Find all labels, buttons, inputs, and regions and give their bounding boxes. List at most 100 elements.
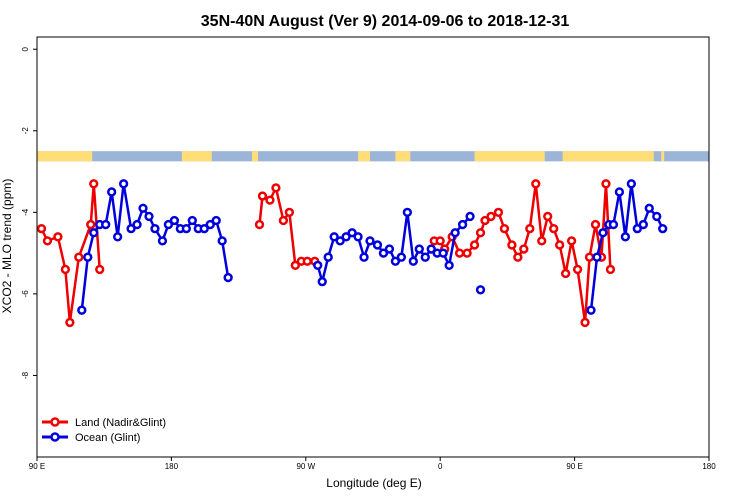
land-data-point (605, 264, 616, 275)
ocean-data-point (414, 244, 424, 254)
x-tick-label: 90 E (566, 462, 582, 471)
ocean-data-point (205, 219, 215, 230)
ocean-data-point (150, 224, 160, 234)
ocean-data-point (353, 232, 363, 242)
land-data-point (525, 224, 535, 234)
ocean-data-point (223, 272, 233, 283)
land-data-point (566, 236, 577, 246)
land-data-point (572, 264, 583, 275)
land-band (181, 151, 212, 162)
land-data-point (95, 264, 105, 275)
land-data-point (254, 219, 265, 230)
ocean-data-point (444, 260, 454, 270)
ocean-data-point (372, 240, 383, 250)
land-data-point (531, 179, 541, 189)
land-data-point (475, 228, 486, 238)
y-tick-label: -4 (21, 208, 30, 216)
ocean-data-point (163, 219, 174, 230)
land-data-point (60, 264, 71, 275)
land-data-point (278, 215, 289, 226)
land-data-point (65, 317, 75, 328)
ocean-data-point (89, 228, 99, 238)
ocean-data-point (217, 236, 227, 246)
land-series-line (40, 182, 101, 324)
ocean-data-point (347, 228, 357, 238)
land-data-point (89, 179, 99, 189)
ocean-data-point (359, 252, 369, 262)
ocean-data-point (335, 236, 345, 246)
ocean-data-point (390, 256, 401, 266)
x-tick-label: 90 W (296, 462, 315, 471)
ocean-data-point (157, 236, 168, 246)
ocean-data-point (475, 285, 486, 295)
land-data-point (590, 219, 601, 230)
ocean-series-line (80, 182, 230, 311)
ocean-data-point (112, 232, 123, 242)
land-band (252, 151, 259, 162)
ocean-data-point (323, 252, 333, 262)
ocean-data-point (592, 252, 602, 262)
ocean-data-point (313, 260, 323, 270)
land-data-point (290, 260, 300, 270)
x-tick-label: 90 E (29, 462, 45, 471)
ocean-data-point (187, 215, 197, 226)
ocean-data-point (420, 252, 430, 262)
x-axis-label: Longitude (deg E) (326, 476, 421, 490)
land-data-point (454, 248, 465, 258)
y-axis-ticks: 0 -2 -4 -6 -8 (21, 46, 37, 379)
y-axis-label: XCO2 - MLO trend (ppm) (0, 179, 14, 314)
land-data-point (469, 240, 480, 250)
ocean-data-point (199, 224, 209, 234)
land-data-point (36, 224, 47, 234)
land-data-point (560, 268, 571, 279)
ocean-data-point (402, 207, 412, 217)
ocean-data-point (181, 224, 191, 234)
land-data-point (74, 252, 84, 262)
land-data-point (42, 236, 53, 246)
ocean-data-point (408, 256, 418, 266)
ocean-data-point (658, 224, 668, 234)
ocean-data-point (450, 228, 460, 238)
ocean-data-point (652, 211, 662, 222)
land-data-point (513, 252, 523, 262)
ocean-data-point (169, 215, 180, 226)
ocean-data-point (211, 215, 221, 226)
plot-frame (36, 36, 710, 458)
land-data-point (462, 248, 472, 258)
ocean-data-point (341, 232, 351, 242)
land-band (562, 151, 654, 162)
ocean-data-point (384, 244, 395, 254)
land-data-point (580, 317, 590, 328)
ocean-band (37, 151, 709, 162)
ocean-data-point (138, 203, 148, 213)
ocean-data-point (126, 224, 136, 234)
ocean-data-point (632, 224, 642, 234)
legend-label-land: Land (Nadir&Glint) (75, 417, 166, 429)
series-layer (36, 179, 668, 328)
ocean-data-point (396, 252, 407, 262)
land-data-point (493, 207, 504, 217)
ocean-data-point (132, 219, 142, 230)
ocean-data-point (608, 219, 619, 230)
ocean-data-point (638, 219, 648, 230)
legend-marker-land (50, 417, 60, 427)
y-tick-label: -2 (21, 127, 30, 135)
land-data-point (302, 256, 312, 266)
land-data-point (537, 236, 547, 246)
land-band (474, 151, 545, 162)
chart-title: 35N-40N August (Ver 9) 2014-09-06 to 201… (201, 13, 570, 30)
ocean-data-point (426, 244, 436, 254)
land-data-point (543, 211, 553, 222)
x-tick-label: 180 (702, 462, 716, 471)
land-data-point (507, 240, 517, 250)
y-tick-label: -6 (21, 290, 30, 298)
y-tick-label: -8 (21, 371, 30, 379)
ocean-data-point (644, 203, 654, 213)
legend: Land (Nadir&Glint) Ocean (Glint) (42, 417, 166, 444)
land-data-point (549, 224, 559, 234)
ocean-data-point (457, 219, 468, 230)
land-data-point (435, 236, 445, 246)
land-data-point (499, 224, 510, 234)
land-band (661, 151, 665, 162)
